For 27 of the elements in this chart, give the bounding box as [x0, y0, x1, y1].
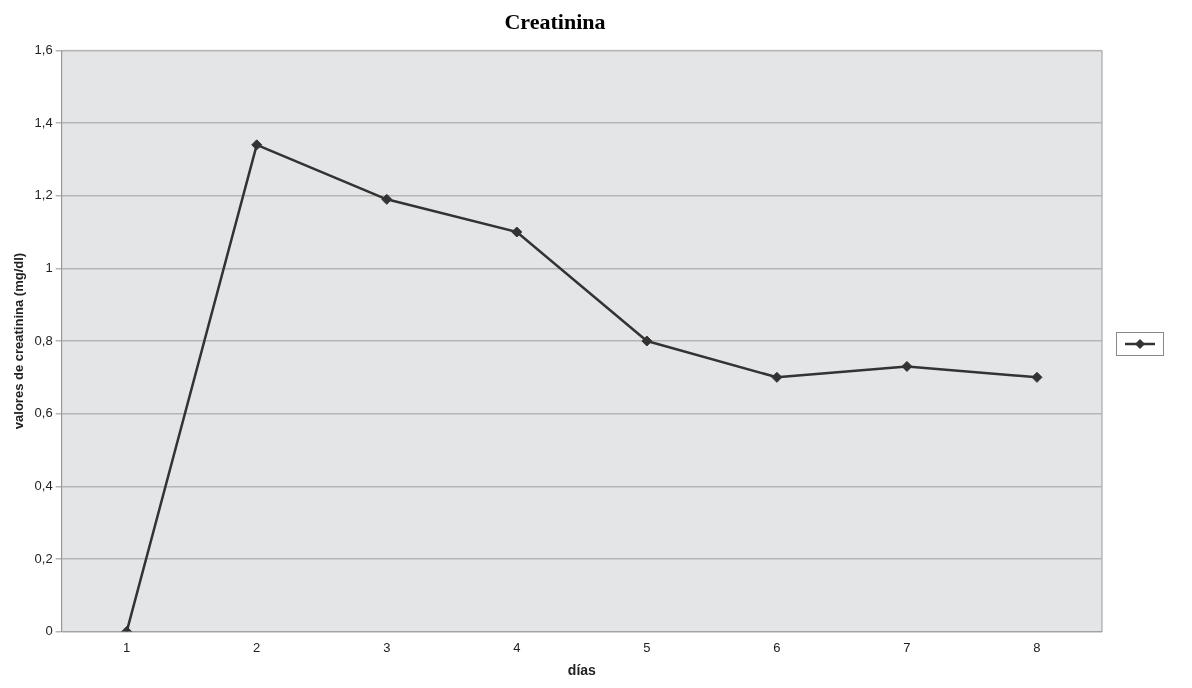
chart-title: Creatinina	[504, 8, 606, 34]
y-axis-title: valores de creatinina (mg/dl)	[11, 252, 27, 430]
x-tick-label: 2	[253, 639, 261, 655]
y-tick-label: 0	[45, 623, 53, 639]
y-tick-label: 0,8	[34, 332, 53, 348]
y-tick-label: 1	[45, 259, 53, 275]
point	[641, 335, 653, 347]
x-tick-label: 8	[1033, 639, 1041, 655]
point	[771, 371, 783, 383]
y-tick-label: 0,6	[34, 405, 53, 421]
point	[251, 139, 263, 151]
x-tick-label: 3	[383, 639, 391, 655]
x-tick-label: 1	[123, 639, 131, 655]
y-tick-label: 0,2	[34, 550, 53, 566]
x-tick-label: 7	[903, 639, 911, 655]
y-tick-label: 0,4	[34, 477, 53, 493]
point	[511, 226, 523, 238]
point	[901, 360, 913, 372]
y-tick-label: 1,2	[34, 187, 53, 203]
point	[1031, 371, 1043, 383]
x-axis-title: días	[567, 662, 597, 679]
y-tick-label: 1,4	[34, 114, 53, 130]
x-tick-label: 5	[643, 639, 651, 655]
x-tick-label: 6	[773, 639, 781, 655]
point	[381, 193, 393, 205]
y-tick-label: 1,6	[34, 41, 53, 57]
x-tick-label: 4	[513, 639, 521, 655]
